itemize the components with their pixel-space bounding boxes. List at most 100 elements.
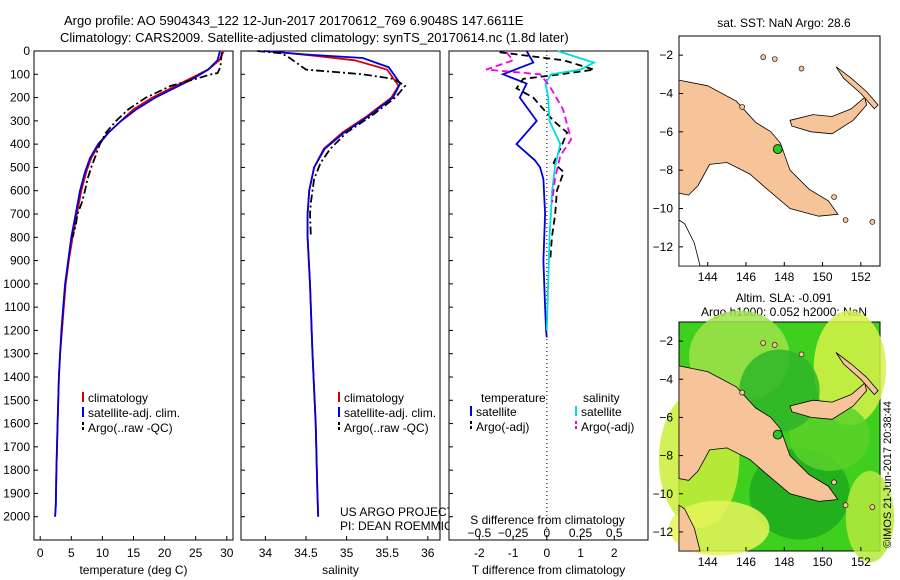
sst-map-argo-float-marker bbox=[772, 144, 783, 154]
depth-tick-label: 200 bbox=[10, 91, 30, 105]
temperature-difference-tick-label: 0 bbox=[543, 546, 550, 560]
depth-tick-label: 1200 bbox=[3, 323, 30, 337]
sla-map-lon-tick-label: 152 bbox=[851, 555, 871, 569]
salinity-legend-label: satellite-adj. clim. bbox=[344, 406, 436, 420]
sst-map-island bbox=[831, 194, 837, 200]
sst-map-title: sat. SST: NaN Argo: 28.6 bbox=[717, 16, 851, 30]
sla-map-lat-tick-label: −4 bbox=[659, 372, 673, 386]
sst-map-island bbox=[798, 65, 805, 72]
temperature-difference-tick-label: -2 bbox=[474, 546, 485, 560]
depth-tick-label: 0 bbox=[23, 44, 30, 58]
depth-tick-label: 400 bbox=[10, 137, 30, 151]
temperature-tick-label: 15 bbox=[127, 546, 141, 560]
imos-timestamp: ©IMOS 21-Jun-2017 20:38:44 bbox=[882, 401, 894, 548]
salinity-tick-label: 36 bbox=[421, 546, 435, 560]
depth-tick-label: 1500 bbox=[3, 393, 30, 407]
sst-map-lon-tick-label: 146 bbox=[736, 270, 756, 284]
depth-tick-label: 2000 bbox=[3, 510, 30, 524]
sst-map-lat-tick-label: −6 bbox=[659, 125, 673, 139]
sla-map-cape-york-land bbox=[678, 504, 701, 552]
salinity-argo-line bbox=[257, 50, 407, 238]
depth-tick-label: 800 bbox=[10, 230, 30, 244]
difference-temperature-legend-label: Argo(-adj) bbox=[476, 420, 529, 434]
sla-map-lon-tick-label: 144 bbox=[698, 555, 718, 569]
sla-map-argo-float-marker bbox=[772, 429, 783, 440]
sla-map-island bbox=[760, 340, 767, 346]
sla-map-new-guinea-land bbox=[678, 365, 839, 502]
depth-tick-label: 1800 bbox=[3, 463, 30, 477]
sst-map-new-britain-land bbox=[789, 96, 868, 135]
sla-map-sla-shading bbox=[845, 470, 895, 563]
temperature-difference-tick-label: 2 bbox=[611, 546, 618, 560]
temperature-difference-tick-label: 1 bbox=[577, 546, 584, 560]
sla-map-lat-tick-label: −2 bbox=[659, 334, 673, 348]
sla-map-island bbox=[831, 479, 837, 486]
salinity-legend-label: climatology bbox=[344, 391, 404, 405]
sst-map-lon-tick-label: 144 bbox=[698, 270, 718, 284]
sst-map-lat-tick-label: −2 bbox=[659, 48, 673, 62]
plot-title-line-1: Argo profile: AO 5904343_122 12-Jun-2017… bbox=[64, 13, 524, 28]
salinity-difference-axis-label: S difference from climatology bbox=[470, 513, 625, 527]
temperature-tick-label: 30 bbox=[220, 546, 234, 560]
temperature-tick-label: 0 bbox=[37, 546, 44, 560]
sst-map-island bbox=[842, 217, 849, 223]
salinity-tick-label: 35 bbox=[340, 546, 354, 560]
difference-temperature-legend-label: satellite bbox=[476, 405, 517, 419]
depth-tick-label: 1400 bbox=[3, 370, 30, 384]
depth-tick-label: 500 bbox=[10, 160, 30, 174]
depth-tick-label: 100 bbox=[10, 67, 30, 81]
project-label: US ARGO PROJECT bbox=[340, 505, 455, 519]
temperature-legend-label: Argo(..raw -QC) bbox=[88, 421, 173, 435]
depth-tick-label: 700 bbox=[10, 207, 30, 221]
sst-map-island bbox=[771, 56, 778, 62]
sla-map-island bbox=[798, 351, 805, 358]
salinity-difference-tick-label: −0.25 bbox=[498, 526, 529, 540]
salinity-difference-tick-label: 0 bbox=[543, 526, 550, 540]
depth-tick-label: 1700 bbox=[3, 440, 30, 454]
depth-tick-label: 600 bbox=[10, 184, 30, 198]
sst-map-island bbox=[760, 54, 767, 60]
temperature-frame bbox=[33, 50, 234, 541]
depth-tick-label: 300 bbox=[10, 114, 30, 128]
temperature-tick-label: 5 bbox=[68, 546, 75, 560]
sla-map-sla-shading bbox=[789, 402, 870, 471]
sla-map-new-britain-land bbox=[789, 382, 868, 420]
sst-map-new-guinea-land bbox=[678, 79, 839, 217]
salinity-panel: 34 34.5 35 35.5 36 salinity climatologysatelli… bbox=[240, 50, 461, 577]
sla-map-island bbox=[842, 502, 849, 509]
temperature-argo-line bbox=[71, 52, 223, 238]
salinity-legend-label: Argo(..raw -QC) bbox=[344, 421, 429, 435]
difference-legend-header-temperature: temperature bbox=[481, 391, 546, 405]
temperature-sat-line bbox=[54, 50, 221, 517]
difference-salinity-sal_argo-line bbox=[485, 51, 573, 203]
salinity-frame bbox=[240, 50, 441, 541]
sst-map-new-ireland-land bbox=[835, 66, 879, 110]
difference-salinity-sal_sat-line bbox=[544, 50, 597, 331]
sla-map-lon-tick-label: 146 bbox=[736, 555, 756, 569]
sla-map-island bbox=[771, 342, 778, 348]
sst-map-lat-tick-label: −10 bbox=[653, 202, 674, 216]
depth-tick-label: 1600 bbox=[3, 417, 30, 431]
difference-panel: -2 -1 0 1 2 T difference from climatology −0.5… bbox=[448, 50, 649, 577]
salinity-tick-label: 34.5 bbox=[294, 546, 318, 560]
sla-map-lon-tick-label: 150 bbox=[813, 555, 833, 569]
sla-map-island bbox=[869, 504, 876, 510]
temperature-axis-label: temperature (deg C) bbox=[79, 563, 187, 577]
salinity-tick-label: 35.5 bbox=[376, 546, 400, 560]
sst-map-island bbox=[869, 219, 876, 225]
temperature-tick-label: 20 bbox=[158, 546, 172, 560]
sst-map-lon-tick-label: 152 bbox=[851, 270, 871, 284]
sla-map-lat-tick-label: −8 bbox=[659, 449, 673, 463]
difference-salinity-legend-label: Argo(-adj) bbox=[581, 420, 634, 434]
difference-temperature-sat-line bbox=[500, 50, 548, 338]
salinity-sat-line bbox=[263, 50, 402, 517]
sst-map-panel: sat. SST: NaN Argo: 28.6 144 146 148 150 152 −… bbox=[653, 16, 881, 284]
sst-map-island bbox=[739, 104, 745, 110]
sla-map-island bbox=[739, 389, 745, 396]
depth-tick-label: 1100 bbox=[4, 300, 30, 314]
salinity-axis-label: salinity bbox=[322, 563, 359, 577]
salinity-difference-tick-label: −0.5 bbox=[468, 526, 492, 540]
sla-map-lat-tick-label: −6 bbox=[659, 410, 673, 424]
depth-tick-label: 1300 bbox=[3, 347, 30, 361]
